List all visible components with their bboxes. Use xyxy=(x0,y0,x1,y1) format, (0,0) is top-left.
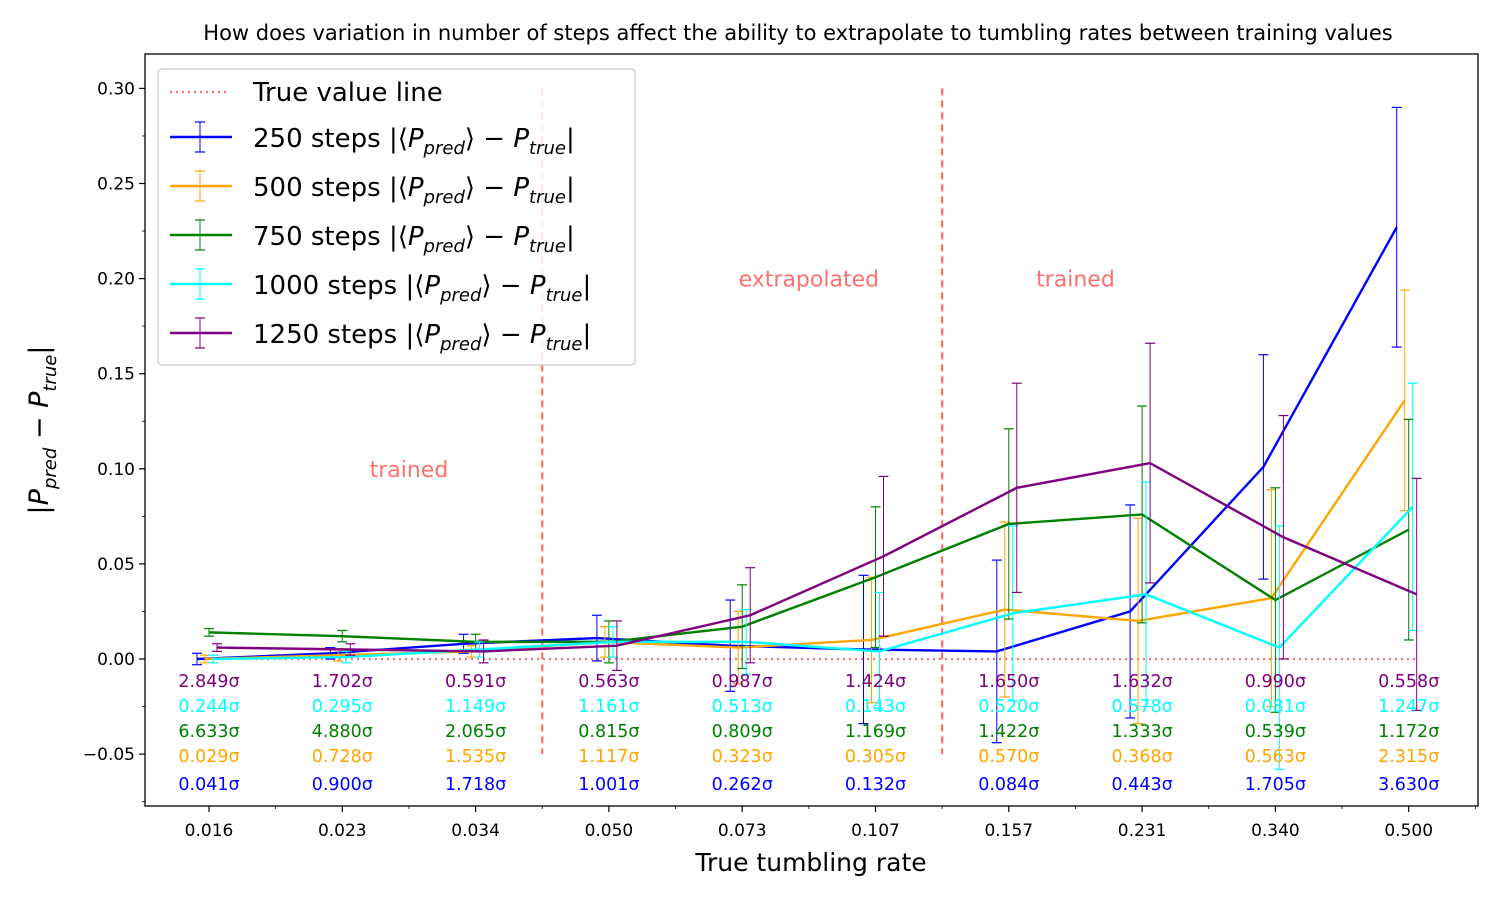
x-tick-label: 0.157 xyxy=(984,821,1033,841)
y-tick-label: 0.30 xyxy=(97,79,135,99)
y-tick-label: 0.15 xyxy=(97,365,135,385)
sigma-label: 0.563σ xyxy=(578,672,639,692)
y-tick-label: −0.05 xyxy=(83,745,135,765)
x-tick-label: 0.107 xyxy=(851,821,900,841)
sigma-label: 0.041σ xyxy=(178,775,239,795)
legend-entry-label: True value line xyxy=(252,78,443,108)
sigma-label: 2.315σ xyxy=(1378,747,1439,767)
legend-entry-label: 1000 steps |⟨Ppred⟩ − Ptrue| xyxy=(253,271,591,306)
sigma-label: 2.065σ xyxy=(445,722,506,742)
sigma-label: 0.443σ xyxy=(1111,775,1172,795)
sigma-label: 3.630σ xyxy=(1378,775,1439,795)
series-line xyxy=(208,513,1410,644)
sigma-label: 1.001σ xyxy=(578,775,639,795)
sigma-label: 2.849σ xyxy=(178,672,239,692)
sigma-label: 0.558σ xyxy=(1378,672,1439,692)
sigma-label: 1.172σ xyxy=(1378,722,1439,742)
sigma-label: 0.520σ xyxy=(978,697,1039,717)
legend-entry-label: 1250 steps |⟨Ppred⟩ − Ptrue| xyxy=(253,320,591,355)
sigma-label: 0.815σ xyxy=(578,722,639,742)
series-group xyxy=(212,342,1422,711)
sigma-label: 1.161σ xyxy=(578,697,639,717)
y-tick-label: 0.00 xyxy=(97,650,135,670)
legend: True value line 250 steps |⟨Ppred⟩ − Ptru… xyxy=(157,68,636,366)
sigma-label: 0.990σ xyxy=(1245,672,1306,692)
series-group xyxy=(208,382,1418,770)
sigma-label: 1.169σ xyxy=(845,722,906,742)
sigma-label: 0.900σ xyxy=(312,775,373,795)
axis-ticks: 0.30 0.25 0.20 0.15 0.10 0.05 0.00 −0.05 0.016 0.… xyxy=(83,79,1476,841)
sigma-label: 0.029σ xyxy=(178,747,239,767)
x-tick-label: 0.500 xyxy=(1384,821,1433,841)
x-axis-label: True tumbling rate xyxy=(694,848,926,877)
sigma-label: 0.728σ xyxy=(312,747,373,767)
sigma-label: 1.424σ xyxy=(845,672,906,692)
sigma-label: 0.084σ xyxy=(978,775,1039,795)
sigma-label: 1.702σ xyxy=(312,672,373,692)
series-line xyxy=(212,506,1414,661)
region-label: extrapolated xyxy=(739,268,879,293)
y-tick-label: 0.05 xyxy=(97,555,135,575)
svg-text:|Ppred − Ptrue|: |Ppred − Ptrue| xyxy=(24,346,61,515)
legend-entry-label: 750 steps |⟨Ppred⟩ − Ptrue| xyxy=(253,222,575,257)
x-tick-label: 0.016 xyxy=(185,821,234,841)
sigma-label: 1.117σ xyxy=(578,747,639,767)
series-group xyxy=(204,405,1414,713)
x-tick-label: 0.231 xyxy=(1118,821,1167,841)
series-line xyxy=(216,461,1418,653)
sigma-label: 0.305σ xyxy=(845,747,906,767)
sigma-label: 1.535σ xyxy=(445,747,506,767)
legend-entry-label: 500 steps |⟨Ppred⟩ − Ptrue| xyxy=(253,173,575,208)
sigma-label: 1.247σ xyxy=(1378,697,1439,717)
sigma-label: 1.650σ xyxy=(978,672,1039,692)
x-tick-label: 0.073 xyxy=(718,821,767,841)
legend-entry-label: 250 steps |⟨Ppred⟩ − Ptrue| xyxy=(253,124,575,159)
sigma-label: 0.295σ xyxy=(312,697,373,717)
sigma-label: 6.633σ xyxy=(178,722,239,742)
sigma-label: 0.323σ xyxy=(712,747,773,767)
chart-title: How does variation in number of steps af… xyxy=(203,21,1392,45)
sigma-label: 0.539σ xyxy=(1245,722,1306,742)
sigma-label: 1.333σ xyxy=(1111,722,1172,742)
y-tick-label: 0.20 xyxy=(97,270,135,290)
sigma-label: 0.262σ xyxy=(712,775,773,795)
sigma-label: 0.570σ xyxy=(978,747,1039,767)
y-tick-label: 0.25 xyxy=(97,175,135,195)
sigma-label: 0.132σ xyxy=(845,775,906,795)
sigma-label: 0.591σ xyxy=(445,672,506,692)
region-label: trained xyxy=(1036,268,1115,293)
plot-content: trained extrapolated trained 2.849σ 1.702σ 0.… xyxy=(178,88,1439,795)
x-tick-label: 0.050 xyxy=(585,821,634,841)
x-tick-label: 0.340 xyxy=(1251,821,1300,841)
sigma-label: 1.422σ xyxy=(978,722,1039,742)
legend-box xyxy=(157,68,636,366)
series-line xyxy=(204,399,1406,661)
sigma-label: 4.880σ xyxy=(312,722,373,742)
sigma-label: 0.578σ xyxy=(1111,697,1172,717)
x-tick-label: 0.023 xyxy=(318,821,367,841)
sigma-label: 1.632σ xyxy=(1111,672,1172,692)
sigma-label: 0.081σ xyxy=(1245,697,1306,717)
sigma-label: 0.244σ xyxy=(178,697,239,717)
sigma-label: 0.368σ xyxy=(1111,747,1172,767)
series-line xyxy=(196,226,1398,661)
plot-frame xyxy=(144,53,1479,807)
sigma-label: 0.513σ xyxy=(712,697,773,717)
sigma-label: 0.563σ xyxy=(1245,747,1306,767)
y-axis-label: |Ppred − Ptrue| xyxy=(24,346,61,515)
sigma-label: 1.149σ xyxy=(445,697,506,717)
sigma-label: 1.718σ xyxy=(445,775,506,795)
sigma-label: 1.705σ xyxy=(1245,775,1306,795)
region-label: trained xyxy=(370,458,449,483)
x-tick-label: 0.034 xyxy=(451,821,500,841)
sigma-label: 0.143σ xyxy=(845,697,906,717)
sigma-label: 0.987σ xyxy=(712,672,773,692)
y-tick-label: 0.10 xyxy=(97,460,135,480)
sigma-label: 0.809σ xyxy=(712,722,773,742)
